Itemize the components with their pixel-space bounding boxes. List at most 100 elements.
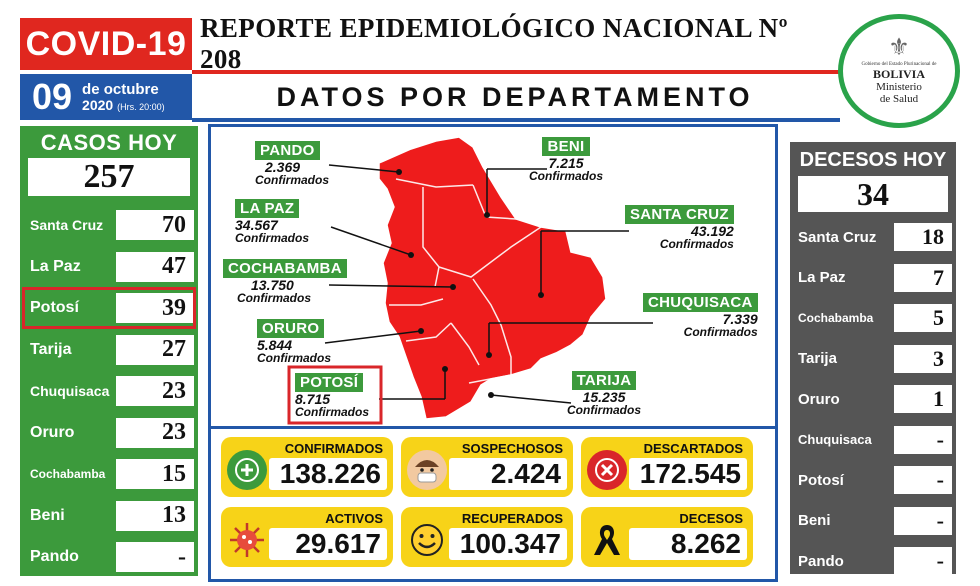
dept-value: 2.369 (265, 159, 301, 175)
cases-row-name: Beni (30, 506, 65, 524)
stat-descartados: DESCARTADOS 172.545 (581, 437, 753, 497)
date-month: de octubre (82, 80, 159, 98)
dept-value: 43.192 (691, 223, 734, 239)
stat-label: DESCARTADOS (643, 441, 743, 456)
cases-row-name: Santa Cruz (30, 217, 104, 233)
potosi-highlight-box (287, 365, 383, 425)
cases-row: Oruro 23 (24, 414, 194, 452)
stat-value: 138.226 (269, 458, 387, 490)
stat-value: 8.262 (629, 528, 747, 560)
deaths-row-value: 1 (894, 385, 952, 413)
stat-label: SOSPECHOSOS (461, 441, 563, 456)
dept-pando: PANDO 2.369 Confirmados (255, 141, 329, 186)
covid-label: COVID-19 (20, 18, 192, 70)
cases-row: Chuquisaca 23 (24, 372, 194, 410)
dept-label: POTOSÍ (295, 373, 364, 392)
cases-row: Santa Cruz 70 (24, 206, 194, 244)
leader-cochabamba (328, 284, 454, 288)
deaths-row-name: Chuquisaca (798, 432, 872, 447)
deaths-row: La Paz 7 (794, 259, 952, 297)
deaths-row-name: Santa Cruz (798, 228, 877, 246)
dept-label: TARIJA (571, 371, 637, 390)
smile-icon (407, 520, 447, 560)
deaths-row: Santa Cruz 18 (794, 218, 952, 256)
dept-potosi: POTOSÍ 8.715 Confirmados (295, 373, 369, 418)
dept-value: 15.235 (582, 389, 626, 405)
dept-confirmed-label: Confirmados (295, 405, 370, 419)
leader-lapaz (330, 226, 412, 256)
deaths-row-value: - (894, 425, 952, 454)
deaths-row-value: 5 (894, 304, 952, 332)
bolivia-map-shape (378, 136, 607, 420)
cases-row-value: - (116, 542, 194, 572)
stat-decesos: DECESOS 8.262 (581, 507, 753, 567)
cases-row-name: Pando (30, 548, 79, 565)
deaths-row-name: Oruro (798, 390, 840, 408)
stat-confirmados: CONFIRMADOS 138.226 (221, 437, 393, 497)
ministry-logo: ⚜ Gobierno del Estado Plurinacional de B… (838, 14, 960, 128)
dept-confirmed-label: Confirmados (683, 325, 758, 339)
date-year: 2020 (82, 96, 114, 113)
cases-row-highlighted: Potosí 39 (22, 287, 196, 329)
dept-label: CHUQUISACA (643, 293, 758, 312)
coat-of-arms-icon: ⚜ (888, 35, 910, 62)
cases-row: Pando - (24, 538, 194, 576)
cases-row-value: 15 (116, 459, 194, 489)
dept-value: 8.715 (295, 391, 331, 407)
dept-beni: BENI 7.215 Confirmados (529, 137, 603, 182)
border-beni-cochabamba (438, 226, 542, 278)
deaths-row-name: Potosí (798, 471, 844, 489)
deaths-row: Oruro 1 (794, 380, 952, 418)
deaths-row-name: Cochabamba (798, 311, 874, 325)
deaths-row-name: Tarija (798, 350, 837, 367)
leader-oruro (324, 330, 422, 344)
deaths-row-value: - (894, 547, 952, 575)
stat-value: 2.424 (449, 458, 567, 490)
page-subtitle: DATOS POR DEPARTAMENTO (276, 81, 754, 112)
dept-label: BENI (542, 137, 590, 156)
plus-icon (227, 450, 267, 490)
stat-sospechosos: SOSPECHOSOS 2.424 (401, 437, 573, 497)
cases-row: Tarija 27 (24, 331, 194, 369)
cases-row-name: Oruro (30, 423, 75, 441)
cases-row-value: 23 (116, 376, 194, 406)
cases-row-value: 13 (116, 500, 194, 531)
deaths-row-value: 3 (894, 344, 952, 373)
dept-value: 5.844 (257, 337, 293, 353)
border-lapaz-beni (422, 187, 440, 288)
dept-value: 34.567 (235, 217, 278, 233)
stat-activos: ACTIVOS 29.617 (221, 507, 393, 567)
deaths-row: Potosí - (794, 461, 952, 499)
dept-confirmed-label: Confirmados (255, 173, 330, 187)
stat-value: 172.545 (629, 458, 747, 490)
deaths-row-name: Pando (798, 552, 844, 570)
report-title: REPORTE EPIDEMIOLÓGICO NACIONAL Nº 208 (200, 13, 788, 74)
report-date: 09 de octubre 2020 (Hrs. 20:00) (20, 74, 192, 120)
cases-row-value: 39 (116, 293, 194, 323)
stat-label: ACTIVOS (325, 511, 383, 526)
cases-row-value: 70 (116, 210, 194, 240)
dept-lapaz: LA PAZ 34.567 Confirmados (235, 199, 309, 244)
virus-icon (227, 520, 267, 560)
dept-confirmed-label: Confirmados (529, 169, 604, 183)
deaths-row: Tarija 3 (794, 340, 952, 378)
border-pando-beni (395, 178, 474, 188)
border-oruro-potosi (405, 322, 452, 342)
bolivia-map (287, 136, 653, 425)
deaths-today-total: 34 (798, 176, 948, 212)
stat-value: 29.617 (269, 528, 387, 560)
cases-row-name: Chuquisaca (30, 383, 110, 399)
stat-value: 100.347 (449, 528, 567, 560)
leader-pando (328, 164, 400, 173)
dept-label: ORURO (257, 319, 325, 338)
dept-confirmed-label: Confirmados (237, 291, 312, 305)
cases-row-name: Potosí (30, 299, 79, 316)
cases-today-total: 257 (28, 158, 190, 196)
map-frame: PANDO 2.369 Confirmados BENI 7.215 Confi… (208, 124, 778, 426)
deaths-row-value: - (894, 466, 952, 494)
border-chuquisaca-santacruz (500, 324, 512, 375)
border-chuquisaca-tarija (468, 374, 512, 384)
cases-row: La Paz 47 (24, 248, 194, 286)
cases-row-name: Cochabamba (30, 467, 106, 481)
cases-row-value: 47 (116, 251, 194, 282)
